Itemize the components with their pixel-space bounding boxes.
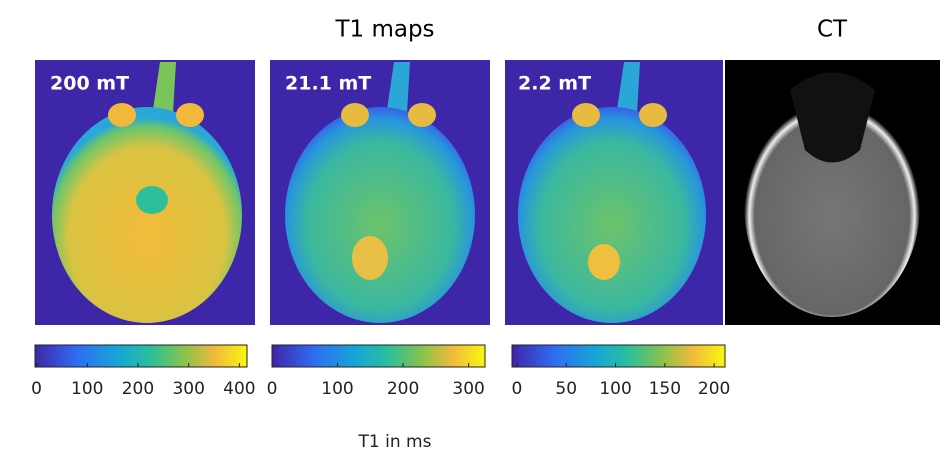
panel-label: 21.1 mT [285, 73, 371, 95]
tick-label: 0 [512, 379, 523, 399]
hotspot [352, 236, 388, 280]
tick-label: 200 [387, 379, 419, 399]
tick-label: 200 [122, 379, 154, 399]
colorbar [271, 344, 486, 368]
brain-map [518, 107, 706, 323]
tick-label: 100 [71, 379, 103, 399]
tick-label: 150 [649, 379, 681, 399]
panel-label: 2.2 mT [518, 73, 591, 95]
eye [341, 103, 369, 127]
eye [572, 103, 600, 127]
tick-label: 100 [321, 379, 353, 399]
figure-title: T1 maps [334, 17, 434, 43]
brain-map [285, 107, 475, 323]
colorbars: 0 100 200 300 400 0 100 200 300 0 50 100 150 200 [31, 344, 730, 399]
tick-label: 300 [172, 379, 204, 399]
brainstem [136, 186, 168, 214]
hotspot [588, 244, 620, 280]
tick-label: 0 [267, 379, 278, 399]
ct-title: CT [817, 17, 848, 43]
tick-label: 300 [452, 379, 484, 399]
brain-map [52, 107, 242, 323]
colorbar [511, 344, 726, 368]
tick-label: 200 [698, 379, 730, 399]
eye [639, 103, 667, 127]
eye [176, 103, 204, 127]
colorbar-label: T1 in ms [358, 432, 432, 452]
tick-label: 400 [223, 379, 255, 399]
tick-label: 100 [599, 379, 631, 399]
ct-image [744, 93, 920, 317]
eye [108, 103, 136, 127]
panel-label: 200 mT [50, 73, 129, 95]
sinus [790, 72, 875, 163]
tick-label: 0 [31, 379, 42, 399]
colorbar [34, 344, 248, 368]
tick-label: 50 [555, 379, 577, 399]
eye [408, 103, 436, 127]
